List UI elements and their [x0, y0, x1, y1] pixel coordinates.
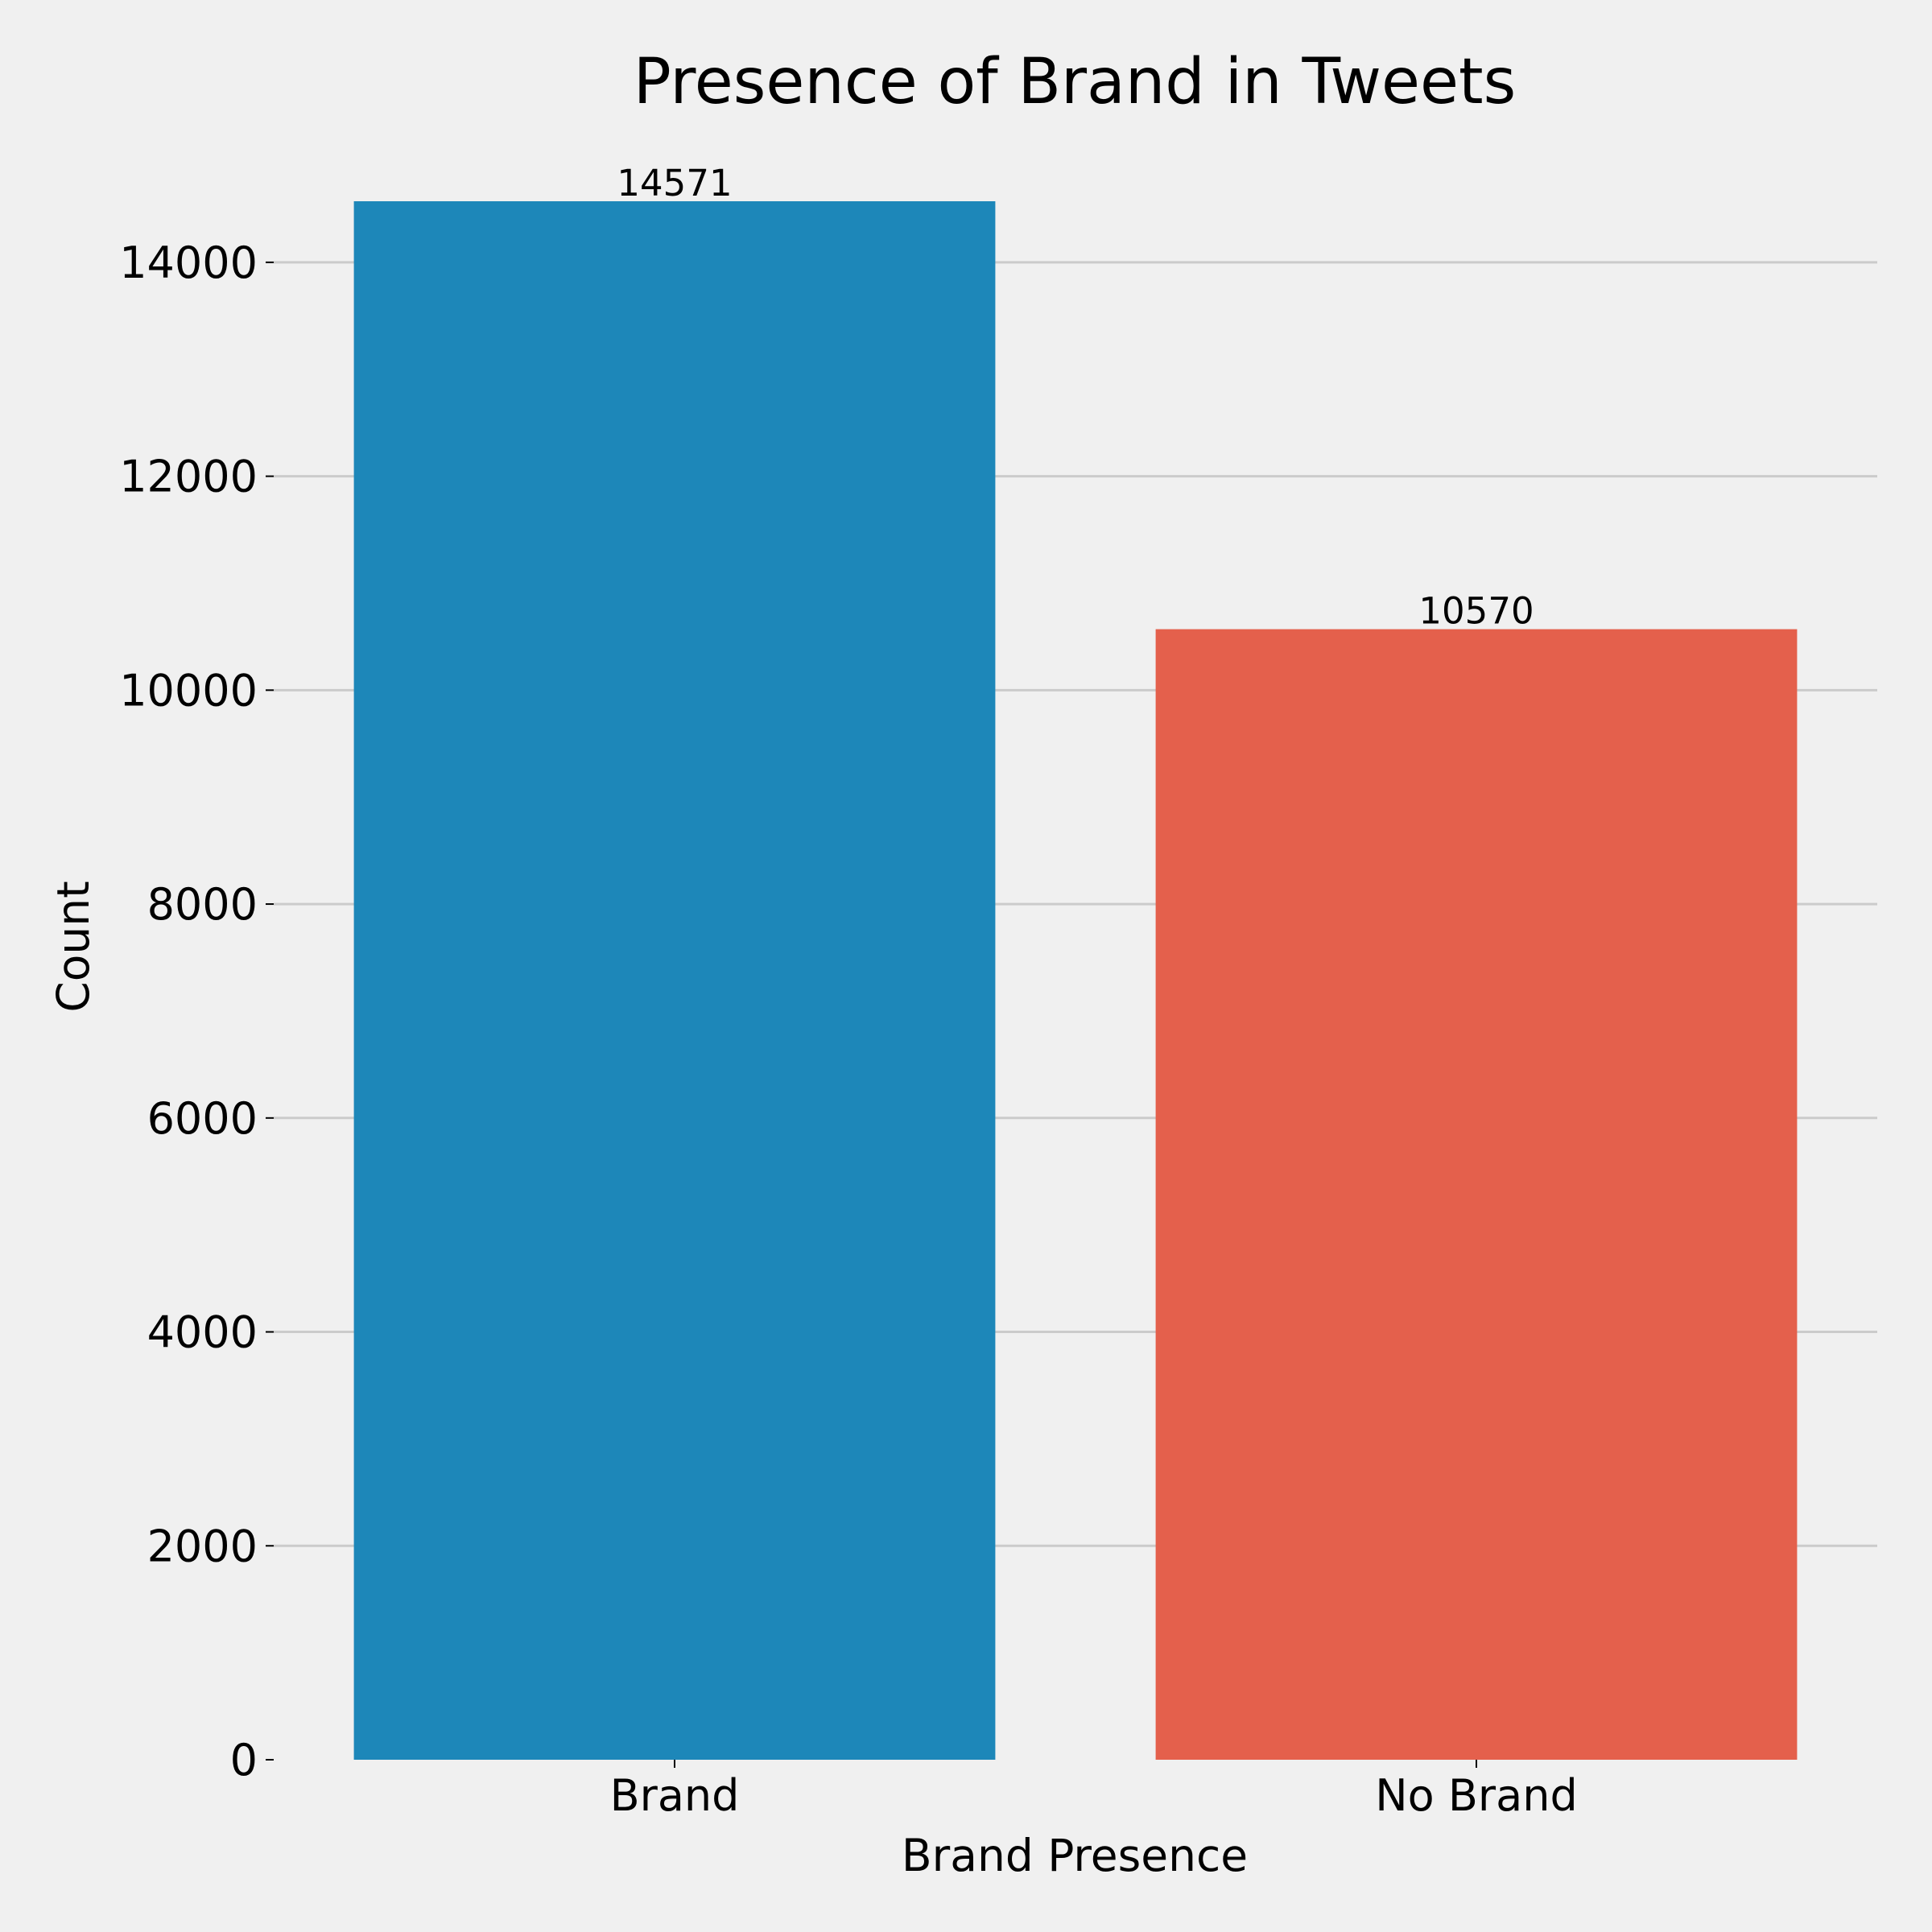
chart-title: Presence of Brand in Tweets	[634, 46, 1516, 118]
y-tick-label: 12000	[119, 452, 258, 502]
y-tick-label: 2000	[147, 1521, 258, 1571]
y-tick-label: 0	[230, 1735, 258, 1785]
y-axis-label: Count	[47, 881, 99, 1012]
bar-value-labels: 14571 10570	[617, 162, 1534, 633]
y-tick-label: 4000	[147, 1307, 258, 1358]
x-tick-label: Brand	[610, 1770, 740, 1821]
y-tick-label: 8000	[147, 879, 258, 930]
bar-value-label: 14571	[617, 162, 732, 204]
y-axis-ticks: 0 2000 4000 6000 8000 10000 12000 14000	[119, 237, 274, 1785]
bar	[353, 201, 996, 1760]
y-tick-label: 6000	[147, 1093, 258, 1144]
x-axis-label: Brand Presence	[902, 1830, 1248, 1881]
bar	[1155, 629, 1798, 1760]
y-tick-label: 10000	[119, 665, 258, 716]
bars	[353, 201, 1798, 1760]
y-tick-label: 14000	[119, 237, 258, 288]
bar-value-label: 10570	[1418, 590, 1534, 633]
x-tick-label: No Brand	[1375, 1770, 1577, 1821]
x-axis-ticks: Brand No Brand	[610, 1760, 1578, 1821]
